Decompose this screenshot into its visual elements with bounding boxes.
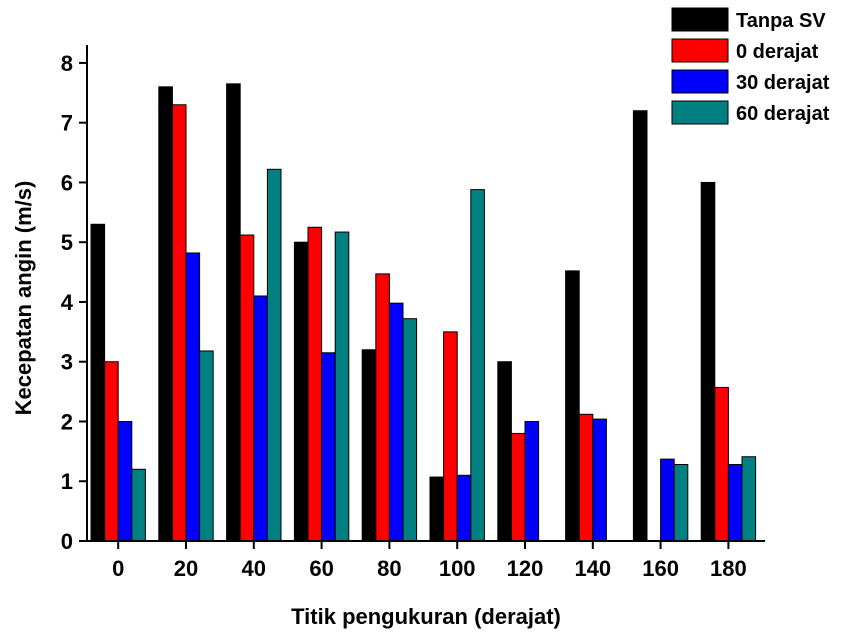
y-tick-label: 8 (61, 51, 73, 76)
x-tick-label: 40 (242, 556, 266, 581)
y-tick-label: 5 (61, 230, 73, 255)
y-tick-label: 6 (61, 170, 73, 195)
bars-layer (90, 83, 757, 542)
y-tick-label: 4 (61, 290, 74, 315)
axes-layer (86, 45, 765, 542)
bar-80-series-2 (375, 273, 390, 542)
x-tick-label: 0 (112, 556, 124, 581)
bar-80-series-3 (388, 302, 404, 542)
y-tick-label: 2 (61, 409, 73, 434)
bar-60-series-4 (334, 231, 350, 542)
bar-80-series-1 (361, 349, 377, 542)
y-ticks: 0 1 2 3 4 5 6 7 8 (61, 51, 87, 554)
y-tick-label: 7 (61, 111, 73, 136)
bar-160-series-1 (632, 110, 648, 542)
bar-180-series-1 (700, 181, 716, 542)
bar-40-series-3 (253, 295, 268, 542)
bar-140-series-1 (565, 270, 580, 542)
y-axis-title: Kecepatan angin (m/s) (11, 181, 36, 416)
bar-120-series-1 (497, 361, 512, 542)
x-tick-label: 80 (377, 556, 401, 581)
bar-20-series-1 (158, 86, 173, 542)
bar-20-series-2 (171, 104, 187, 542)
bar-120-series-2 (510, 432, 526, 542)
bar-0-series-1 (90, 223, 106, 542)
bar-0-series-4 (131, 468, 146, 542)
bar-20-series-4 (199, 350, 214, 542)
legend-swatch (671, 69, 729, 94)
bar-40-series-4 (266, 168, 282, 542)
y-tick-label: 3 (61, 350, 73, 375)
legend-label: 0 derajat (736, 41, 819, 63)
bar-100-series-2 (443, 331, 458, 542)
bar-140-series-2 (578, 413, 594, 542)
x-ticks: 0 20 40 60 80 100 120 140 160 180 (112, 541, 747, 581)
legend-label: 60 derajat (736, 103, 830, 125)
x-tick-label: 160 (642, 556, 679, 581)
legend: Tanpa SV 0 derajat 30 derajat 60 derajat (671, 7, 830, 125)
x-tick-label: 60 (309, 556, 333, 581)
x-tick-label: 20 (174, 556, 198, 581)
bar-180-series-4 (741, 456, 757, 542)
bar-60-series-1 (293, 241, 309, 542)
bar-0-series-2 (104, 361, 119, 542)
bar-160-series-4 (673, 464, 689, 542)
bar-40-series-1 (226, 83, 241, 542)
y-tick-label: 1 (61, 469, 73, 494)
x-axis-title: Titik pengukuran (derajat) (291, 604, 561, 629)
bar-120-series-3 (524, 420, 540, 542)
legend-label: 30 derajat (736, 72, 830, 94)
bar-100-series-1 (429, 476, 445, 542)
x-tick-label: 120 (507, 556, 544, 581)
x-tick-label: 100 (439, 556, 476, 581)
x-tick-label: 180 (710, 556, 747, 581)
bar-100-series-4 (470, 189, 485, 542)
bar-180-series-3 (727, 464, 743, 542)
x-tick-label: 140 (574, 556, 611, 581)
bar-20-series-3 (185, 252, 201, 542)
bar-60-series-2 (307, 226, 323, 542)
legend-swatch (671, 7, 729, 32)
bar-180-series-2 (714, 386, 729, 542)
y-tick-label: 0 (61, 529, 73, 554)
bar-160-series-3 (660, 458, 675, 542)
legend-swatch (671, 38, 729, 63)
legend-label: Tanpa SV (736, 10, 826, 32)
bar-140-series-3 (592, 418, 607, 542)
bar-80-series-4 (402, 318, 418, 542)
bar-60-series-3 (321, 352, 336, 542)
bar-0-series-3 (117, 420, 133, 542)
bar-40-series-2 (239, 234, 255, 542)
bar-100-series-3 (456, 474, 472, 542)
legend-swatch (671, 100, 729, 125)
